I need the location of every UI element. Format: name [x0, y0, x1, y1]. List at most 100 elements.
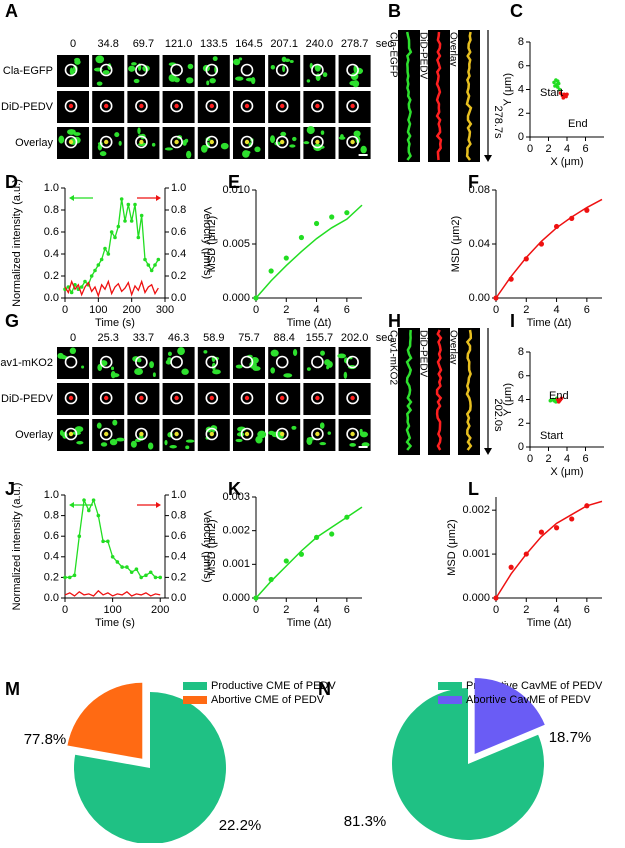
- particle-circle: [311, 63, 324, 77]
- particle-circle: [240, 427, 254, 441]
- y-tick-label: 4: [518, 83, 524, 95]
- fluorescence-spot: [306, 367, 311, 371]
- particle: [244, 139, 250, 145]
- particle-circle: [311, 355, 324, 369]
- image-cell: [303, 91, 336, 123]
- particle-circle: [99, 355, 113, 369]
- particle-circle: [99, 427, 113, 441]
- fluorescence-spot: [164, 439, 168, 446]
- fluorescence-spot: [137, 127, 141, 135]
- image-cell: [127, 91, 160, 123]
- y-tick-label: 2: [518, 107, 524, 119]
- y-axis-label: MSD (μm2): [450, 216, 462, 272]
- fluorescence-spot: [209, 78, 216, 84]
- particle-circle: [346, 99, 359, 113]
- image-cell: [303, 419, 336, 451]
- series-marker: [72, 573, 77, 578]
- duration-label: 278.7s: [492, 105, 504, 139]
- kymograph-trace: [465, 31, 473, 161]
- y2-tick-label: 0.4: [171, 248, 186, 260]
- particle-circle: [346, 391, 359, 405]
- y-tick-label: 0.003: [222, 491, 250, 503]
- arrow-head: [484, 155, 492, 162]
- panel-letter: B: [388, 1, 401, 21]
- series-marker: [136, 235, 141, 240]
- legend-swatch: [183, 696, 207, 704]
- fluorescence-spot: [184, 138, 189, 143]
- image-cell: [197, 91, 230, 123]
- fluorescence-spot: [269, 135, 276, 144]
- arrow-head: [69, 195, 74, 201]
- fluorescence-spot: [118, 140, 122, 146]
- panel-letter: C: [510, 1, 523, 21]
- trajectory-point: [552, 398, 556, 403]
- y-tick-label: 6: [518, 60, 524, 72]
- series-marker: [123, 219, 127, 223]
- time-label: 240.0: [306, 38, 334, 50]
- image-cell: [197, 383, 230, 415]
- strip-label: Cla-EGFP: [387, 32, 398, 78]
- fluorescence-spot: [151, 142, 156, 147]
- series-marker: [101, 539, 105, 544]
- y-axis-label: Normalized intensity (a.u.): [11, 483, 23, 611]
- series-marker: [113, 235, 117, 240]
- x-tick-label: 0: [62, 604, 68, 616]
- panel-letter: I: [510, 311, 515, 331]
- y-tick-label: 0.000: [222, 592, 250, 604]
- particle: [280, 139, 285, 145]
- fluorescence-spot: [97, 364, 103, 372]
- panel-letter: F: [468, 172, 479, 192]
- y-tick-label: 1.0: [44, 489, 59, 501]
- series-marker: [103, 246, 107, 251]
- time-label: 207.1: [270, 38, 298, 50]
- particle-circle: [170, 355, 183, 369]
- particle: [315, 103, 320, 109]
- x-axis-label: Time (Δt): [527, 317, 572, 329]
- fluorescence-spot: [337, 353, 347, 359]
- trajectory-point: [558, 397, 563, 402]
- particle-circle: [99, 99, 113, 113]
- particle-circle: [240, 99, 254, 113]
- particle: [68, 103, 74, 109]
- msd-point: [538, 529, 545, 535]
- x-tick-label: 4: [564, 143, 570, 155]
- legend-label: Abortive CME of PEDV: [211, 694, 325, 706]
- particle-circle: [240, 391, 254, 405]
- pie-value-label: 22.2%: [219, 817, 262, 834]
- x-axis-label: Time (s): [95, 317, 135, 329]
- fluorescence-spot: [99, 151, 107, 157]
- x-tick-label: 2: [283, 304, 289, 316]
- particle-circle: [135, 99, 148, 113]
- series-marker: [126, 202, 131, 207]
- particle-circle: [205, 427, 219, 441]
- image-cell: [338, 347, 371, 379]
- particle-circle: [240, 135, 254, 149]
- fluorescence-spot: [306, 79, 311, 83]
- panel-letter: J: [5, 479, 15, 499]
- annotation: End: [568, 118, 588, 130]
- fluorescence-spot: [134, 368, 144, 375]
- row-label: DiD-PEDV: [1, 393, 54, 405]
- particle-circle: [240, 63, 254, 77]
- particle: [104, 103, 109, 109]
- y-tick-label: 1.0: [44, 182, 59, 194]
- series-marker: [96, 263, 101, 267]
- particle: [315, 395, 320, 401]
- particle-circle: [240, 355, 254, 369]
- y2-tick-label: 0.6: [171, 530, 186, 542]
- arrow-head: [156, 502, 161, 508]
- y2-tick-label: 0.0: [171, 292, 186, 304]
- fluorescence-spot: [69, 67, 74, 75]
- particle: [104, 139, 109, 145]
- series-marker: [83, 279, 87, 284]
- kymograph-trace: [405, 31, 413, 161]
- y2-axis-label: Velocity (μm/s): [201, 510, 213, 582]
- msd-point: [553, 525, 560, 531]
- series-marker: [143, 257, 147, 262]
- row-label: Cla-EGFP: [3, 65, 53, 77]
- particle-circle: [205, 355, 219, 369]
- fluorescence-spot: [303, 141, 310, 145]
- msd-point: [508, 564, 514, 570]
- series-marker: [133, 202, 137, 207]
- fluorescence-spot: [67, 129, 76, 135]
